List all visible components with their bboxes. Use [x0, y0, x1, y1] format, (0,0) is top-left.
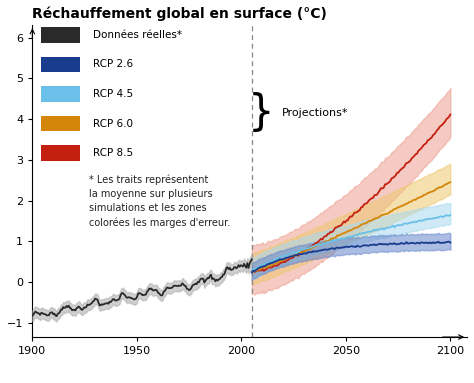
- Text: * Les traits représentent
la moyenne sur plusieurs
simulations et les zones
colo: * Les traits représentent la moyenne sur…: [89, 175, 230, 228]
- Text: $\bf{Temps}$ (année): $\bf{Temps}$ (année): [200, 381, 300, 383]
- FancyBboxPatch shape: [41, 27, 80, 43]
- FancyBboxPatch shape: [41, 116, 80, 131]
- Text: }: }: [247, 92, 274, 134]
- Text: Données réelles*: Données réelles*: [93, 30, 182, 40]
- Text: RCP 8.5: RCP 8.5: [93, 148, 133, 158]
- FancyBboxPatch shape: [41, 86, 80, 102]
- Text: RCP 4.5: RCP 4.5: [93, 89, 133, 99]
- Text: Projections*: Projections*: [283, 108, 349, 118]
- Text: RCP 6.0: RCP 6.0: [93, 119, 133, 129]
- Text: RCP 2.6: RCP 2.6: [93, 59, 133, 69]
- FancyBboxPatch shape: [41, 57, 80, 72]
- Text: Réchauffement global en surface (°C): Réchauffement global en surface (°C): [32, 7, 327, 21]
- FancyBboxPatch shape: [41, 146, 80, 161]
